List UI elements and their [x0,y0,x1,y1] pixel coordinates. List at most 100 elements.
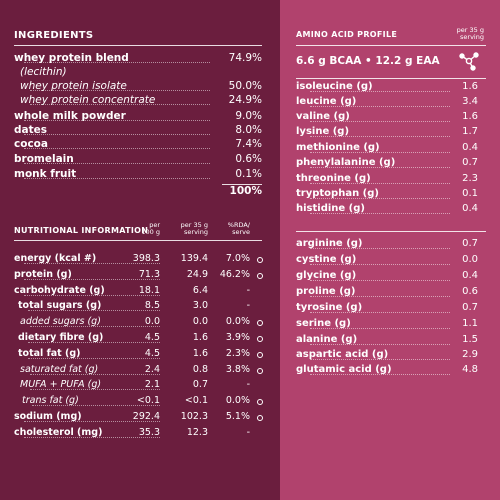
nutrient-rda: 5.1% [225,411,250,422]
amino-value: 0.6 [462,286,478,297]
amino-name: proline (g) [296,286,356,297]
amino-value: 0.1 [462,188,478,199]
amino-name: leucine (g) [296,96,357,107]
amino-value: 0.7 [462,238,478,249]
leader-dots [32,405,160,406]
ingredient-name: (lecithin) [20,66,67,78]
nutrient-rda: 3.8% [225,364,250,375]
amino-name: tryptophan (g) [296,188,379,199]
nutrient-name: trans fat (g) [22,395,79,406]
leader-dots [24,62,210,63]
leader-dots [310,296,450,297]
leader-dots [310,248,450,249]
nutrient-rda: - [246,427,250,438]
nutrition-col-per35: per 35 g serving [180,221,208,236]
amino-name: aspartic acid (g) [296,349,389,360]
ingredients-total: 100% [229,185,262,197]
leader-dots [24,120,210,121]
nutrient-rda: 46.2% [219,269,250,280]
ingredient-name: cocoa [14,138,48,150]
amino-title: AMINO ACID PROFILE [296,30,398,39]
ingredient-value: 0.1% [235,168,262,180]
nutrient-rda: 0.0% [225,316,250,327]
nutrient-per100: 18.1 [138,285,160,296]
nutrient-per100: 2.1 [144,379,160,390]
amino-value: 2.9 [462,349,478,360]
leader-dots [310,312,450,313]
nutrient-rda: - [246,379,250,390]
amino-divider-mid [296,78,486,79]
amino-name: valine (g) [296,111,350,122]
amino-name: methionine (g) [296,142,380,153]
ingredient-value: 50.0% [228,80,262,92]
nutrient-name: cholesterol (mg) [14,427,103,438]
nutrient-name: total sugars (g) [18,300,102,311]
amino-name: isoleucine (g) [296,81,373,92]
right-panel [280,0,500,500]
leader-dots [310,152,450,153]
nutrient-per35: 102.3 [180,411,208,422]
nutrient-per35: 3.0 [192,300,208,311]
reference-mark-icon [257,320,263,326]
amino-value: 1.5 [462,334,478,345]
nutrient-per100: 398.3 [132,253,160,264]
ingredients-total-line [222,184,262,185]
amino-value: 0.7 [462,302,478,313]
nutrient-per35: <0.1 [184,395,208,406]
leader-dots [310,183,450,184]
amino-name: threonine (g) [296,173,371,184]
nutrient-per35: 12.3 [186,427,208,438]
ingredient-name: whey protein isolate [20,80,127,92]
reference-mark-icon [257,399,263,405]
amino-name: serine (g) [296,318,351,329]
ingredients-divider [14,45,262,46]
leader-dots [310,121,450,122]
leader-dots [310,106,450,107]
nutrient-per100: 0.0 [144,316,160,327]
leader-dots [24,279,160,280]
nutrition-divider [14,240,262,241]
leader-dots [24,263,160,264]
nutrient-per100: 35.3 [138,427,160,438]
nutrient-per100: 2.4 [144,364,160,375]
leader-dots [28,342,160,343]
ingredient-value: 9.0% [235,110,262,122]
leader-dots [28,310,160,311]
ingredient-value: 0.6% [235,153,262,165]
nutrient-name: energy (kcal #) [14,253,97,264]
ingredient-name: dates [14,124,47,136]
nutrition-col-per100: per 100 g [141,221,160,236]
nutrient-name: carbohydrate (g) [14,285,105,296]
leader-dots [24,148,210,149]
amino-value: 3.4 [462,96,478,107]
amino-value: 0.4 [462,203,478,214]
left-panel [0,0,280,500]
nutrient-name: saturated fat (g) [20,364,99,375]
reference-mark-icon [257,368,263,374]
nutrient-per35: 0.0 [192,316,208,327]
nutrient-per35: 139.4 [180,253,208,264]
nutrient-per35: 6.4 [192,285,208,296]
leader-dots [24,134,210,135]
reference-mark-icon [257,415,263,421]
nutrient-rda: 7.0% [225,253,250,264]
nutrient-name: MUFA + PUFA (g) [20,379,102,390]
leader-dots [30,389,160,390]
amino-name: glutamic acid (g) [296,364,392,375]
leader-dots [24,163,210,164]
nutrient-rda: - [246,300,250,311]
leader-dots [24,178,210,179]
molecule-icon [458,51,480,75]
amino-name: glycine (g) [296,270,357,281]
amino-name: arginine (g) [296,238,363,249]
nutrient-name: added sugars (g) [20,316,101,327]
nutrient-name: total fat (g) [18,348,81,359]
amino-summary: 6.6 g BCAA • 12.2 g EAA [296,55,440,67]
leader-dots [310,328,450,329]
ingredient-name: whey protein concentrate [20,94,156,106]
ingredient-value: 7.4% [235,138,262,150]
leader-dots [310,91,450,92]
leader-dots [310,213,450,214]
leader-dots [30,326,160,327]
